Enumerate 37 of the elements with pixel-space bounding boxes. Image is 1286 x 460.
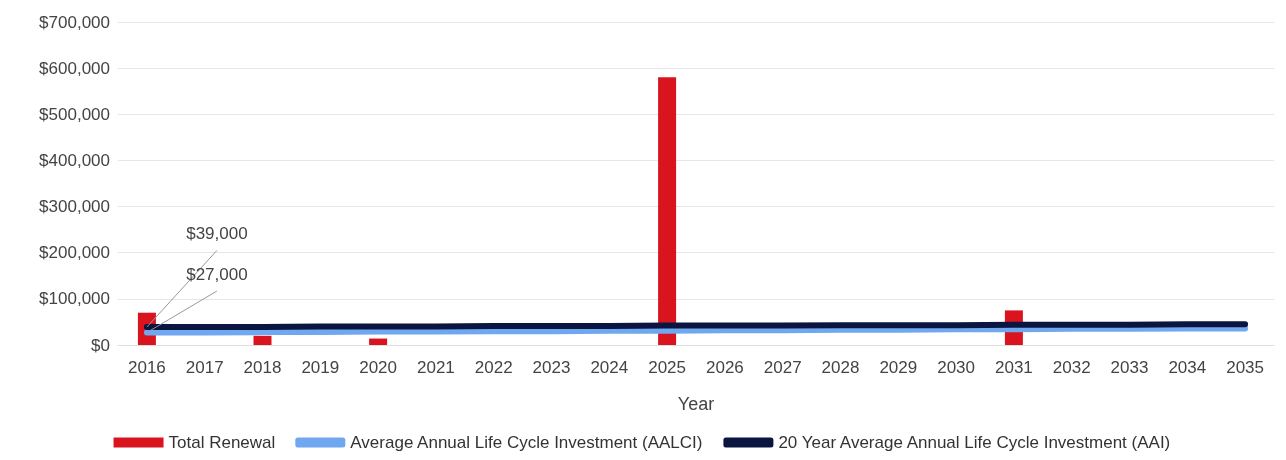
y-tick-label: $200,000 (39, 243, 110, 263)
bar (658, 77, 677, 345)
y-tick-label: $0 (91, 335, 110, 355)
x-tick-label: 2028 (821, 358, 860, 377)
x-tick-label: 2030 (937, 358, 976, 377)
x-tick-label: 2026 (705, 358, 744, 377)
legend-label: 20 Year Average Annual Life Cycle Investment (AAI) (778, 433, 1171, 452)
x-tick-label: 2022 (474, 358, 513, 377)
x-tick-label: 2019 (301, 358, 340, 377)
x-tick-label: 2020 (359, 358, 398, 377)
x-tick-label: 2035 (1226, 358, 1265, 377)
x-tick-label: 2034 (1168, 358, 1207, 377)
x-tick-label: 2021 (416, 358, 455, 377)
bar (369, 338, 388, 345)
y-tick-label: $600,000 (39, 58, 110, 78)
legend-label: Total Renewal (168, 433, 276, 452)
y-tick-label: $300,000 (39, 197, 110, 217)
x-tick-label: 2033 (1110, 358, 1149, 377)
x-tick-label: 2018 (243, 358, 282, 377)
x-axis-title: Year (677, 394, 715, 414)
x-tick-label: 2023 (532, 358, 571, 377)
x-tick-label: 2017 (185, 358, 224, 377)
x-tick-label: 2024 (590, 358, 629, 377)
x-tick-label: 2029 (879, 358, 918, 377)
y-tick-label: $500,000 (39, 104, 110, 124)
y-tick-label: $100,000 (39, 289, 110, 309)
data-label: $27,000 (186, 264, 248, 284)
y-tick-label: $700,000 (39, 12, 110, 32)
data-label: $39,000 (186, 224, 248, 243)
x-tick-label: 2027 (763, 358, 802, 377)
x-tick-label: 2031 (994, 358, 1033, 377)
x-tick-label: 2025 (648, 358, 687, 377)
y-tick-label: $400,000 (39, 150, 110, 170)
x-tick-label: 2016 (127, 358, 166, 377)
x-tick-label: 2032 (1052, 358, 1091, 377)
bar (253, 335, 272, 345)
legend-label: Average Annual Life Cycle Investment (AALCI) (350, 433, 703, 452)
